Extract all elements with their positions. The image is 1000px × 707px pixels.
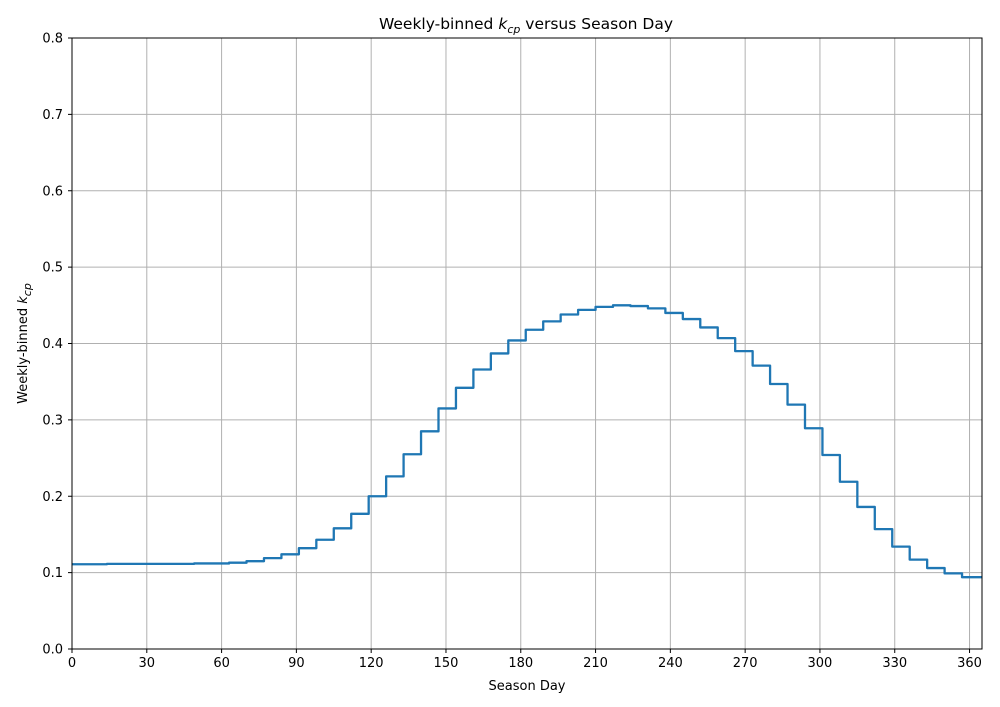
x-tick-label: 180 <box>508 656 533 671</box>
x-tick-label: 300 <box>808 656 833 671</box>
x-tick-label: 90 <box>288 656 305 671</box>
x-tick-label: 270 <box>733 656 758 671</box>
y-axis-label: Weekly-binned kcp <box>16 283 34 404</box>
axis-ticks: 0 30 60 90 120 150 180 210 240 270 300 330 360 0.0 0.1… <box>42 32 982 672</box>
y-tick-label: 0.3 <box>42 413 63 428</box>
x-tick-label: 30 <box>139 656 156 671</box>
x-tick-label: 120 <box>359 656 384 671</box>
x-axis-label: Season Day <box>489 679 566 694</box>
x-tick-label: 240 <box>658 656 683 671</box>
y-tick-label: 0.5 <box>42 261 63 276</box>
series-line <box>72 304 982 579</box>
series-layer <box>72 304 982 579</box>
chart-title: Weekly-binned kcp versus Season Day <box>379 15 673 36</box>
x-tick-label: 0 <box>68 656 76 671</box>
y-tick-label: 0.4 <box>42 337 63 352</box>
y-tick-label: 0.6 <box>42 184 63 199</box>
y-tick-label: 0.1 <box>42 566 63 581</box>
x-tick-label: 60 <box>213 656 230 671</box>
x-tick-label: 360 <box>957 656 982 671</box>
y-tick-label: 0.8 <box>42 32 63 47</box>
x-tick-label: 150 <box>434 656 459 671</box>
x-tick-label: 210 <box>583 656 608 671</box>
y-tick-label: 0.2 <box>42 490 63 505</box>
y-tick-label: 0.7 <box>42 108 63 123</box>
y-tick-label: 0.0 <box>42 643 63 658</box>
x-tick-label: 330 <box>882 656 907 671</box>
